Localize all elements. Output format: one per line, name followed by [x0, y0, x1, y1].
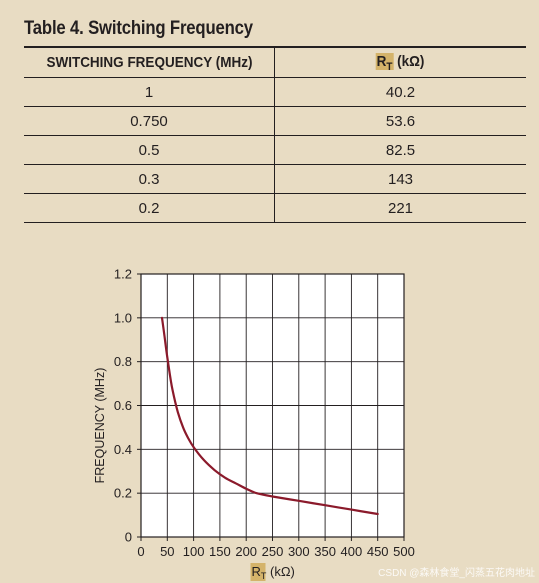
y-tick-label: 0.6	[114, 398, 132, 413]
y-tick-label: 1.2	[114, 267, 132, 282]
watermark: CSDN @森林食堂_闪蒸五花肉地址	[378, 568, 535, 579]
x-tick-label: 500	[393, 544, 415, 559]
cell-rt: 53.6	[274, 106, 526, 136]
chart-axes	[137, 273, 405, 541]
x-tick-label: 150	[209, 544, 231, 559]
x-tick-label: 50	[160, 544, 174, 559]
cell-frequency: 0.750	[24, 106, 275, 136]
x-tick-label: 350	[314, 544, 336, 559]
cell-rt: 143	[274, 164, 526, 194]
cell-frequency: 0.2	[24, 193, 275, 223]
table-row: 0.750 53.6	[24, 106, 526, 136]
cell-frequency: 1	[24, 77, 275, 107]
x-tick-label: 250	[262, 544, 284, 559]
x-tick-label: 450	[367, 544, 389, 559]
cell-frequency: 0.3	[24, 164, 275, 194]
chart-grid	[140, 273, 405, 538]
chart-labels: 0 50 100 150 200 250 300 350 400 450 500 0 0.2 0.4 0.6…	[93, 267, 415, 581]
y-tick-label: 0.4	[114, 442, 132, 457]
x-axis-label: RT (kΩ)	[252, 564, 295, 581]
y-tick-label: 0.2	[114, 486, 132, 501]
x-tick-label: 100	[183, 544, 205, 559]
y-tick-label: 1.0	[114, 310, 132, 325]
header-rt: RT (kΩ)	[274, 46, 526, 78]
table-title: Table 4. Switching Frequency	[24, 18, 253, 39]
table-row: 0.3 143	[24, 164, 526, 194]
rt-symbol: RT	[376, 52, 394, 73]
x-tick-label: 400	[341, 544, 363, 559]
table-header-row: SWITCHING FREQUENCY (MHz) RT (kΩ)	[24, 46, 526, 78]
x-axis-label-highlight	[250, 563, 266, 581]
switching-frequency-table: SWITCHING FREQUENCY (MHz) RT (kΩ) 1 40.2…	[24, 46, 526, 223]
cell-rt: 82.5	[274, 135, 526, 165]
x-tick-label: 0	[137, 544, 144, 559]
x-tick-label: 300	[288, 544, 310, 559]
frequency-curve	[160, 316, 379, 516]
table-row: 0.5 82.5	[24, 135, 526, 165]
cell-rt: 40.2	[274, 77, 526, 107]
table-row: 0.2 221	[24, 193, 526, 223]
cell-rt: 221	[274, 193, 526, 223]
y-tick-label: 0.8	[114, 354, 132, 369]
x-tick-label: 200	[235, 544, 257, 559]
chart-series	[160, 316, 379, 516]
table-row: 1 40.2	[24, 77, 526, 107]
header-switching-frequency: SWITCHING FREQUENCY (MHz)	[24, 46, 275, 78]
y-tick-label: 0	[125, 530, 132, 545]
cell-frequency: 0.5	[24, 135, 275, 165]
y-axis-label: FREQUENCY (MHz)	[93, 368, 107, 484]
